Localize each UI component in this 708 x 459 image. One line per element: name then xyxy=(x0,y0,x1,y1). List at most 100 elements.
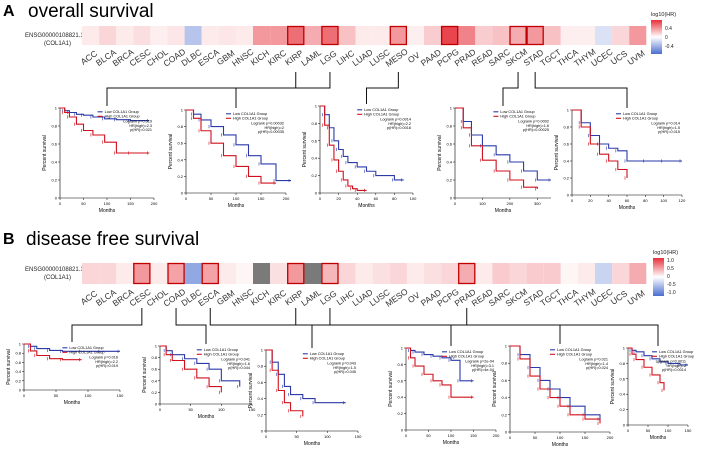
heatmap-cell-b-ov xyxy=(406,263,424,284)
x-tick-label-a-stad: 60 xyxy=(625,198,630,203)
x-tick-label-b-esca: 0 xyxy=(265,434,268,439)
stats-text-b-prad: p(HR)=0.0014 xyxy=(662,368,686,372)
x-tick-label-a-skcm: 300 xyxy=(534,201,541,206)
km-plot-a-kirp: 0 0.2 0.4 0.6 0.8 1 0 50 100 150 200 Months Percent … xyxy=(42,106,158,215)
y-tick-label-b-kirp: 0.8 xyxy=(397,362,403,367)
y-tick-label-b-lgg: 0.8 xyxy=(501,361,507,366)
colorbar-tick-b-3: -0.5 xyxy=(667,282,676,288)
connector-b-coad xyxy=(175,308,207,344)
heatmap-cell-a-tgct xyxy=(543,26,561,45)
y-tick-label-b-coad: 0.4 xyxy=(151,378,157,383)
y-tick-label-a-lgg: 0.6 xyxy=(177,141,183,146)
x-tick-label-b-kirp: 150 xyxy=(470,433,477,438)
y-tick-label-b-prad: 0.2 xyxy=(619,407,625,412)
x-tick-label-a-stad: 80 xyxy=(643,198,648,203)
y-tick-label-a-skcm: 0.4 xyxy=(446,160,452,165)
highlight-box-b-lgg xyxy=(321,262,339,285)
heatmap-cell-a-ucs xyxy=(612,26,630,45)
y-tick-label-b-esca: 0.4 xyxy=(257,396,263,401)
x-tick-label-b-prad: 0 xyxy=(627,428,630,433)
heatmap-cell-b-uvm xyxy=(629,263,647,284)
x-tick-label-a-lgg: 150 xyxy=(258,196,265,201)
x-tick-label-b-prad: 150 xyxy=(685,428,692,433)
legend-low-a-stad: Low COL1A1 Group xyxy=(623,112,657,116)
y-tick-label-b-esca: 1 xyxy=(261,348,264,353)
heatmap-cell-b-ucec xyxy=(595,263,613,284)
y-tick-label-b-cesc: 1 xyxy=(19,342,22,347)
x-tick-label-a-lgg: 200 xyxy=(283,196,290,201)
x-tick-label-b-coad: 100 xyxy=(218,407,225,412)
stats-text-a-lgg: Logrank p=0.00032 xyxy=(251,122,284,126)
cancer-labels-overall-survival: ACCBLCABRCACESCCHOLCOADDLBCESCAGBMHNSCKI… xyxy=(79,46,647,69)
x-tick-label-b-kirp: 0 xyxy=(405,433,408,438)
panel-letter-b: B xyxy=(3,231,15,248)
y-tick-label-b-cesc: 0.2 xyxy=(15,378,21,383)
heatmap-cell-b-tgct xyxy=(543,263,561,284)
y-tick-label-b-esca: 0.2 xyxy=(257,412,263,417)
y-tick-label-b-lgg: 0.2 xyxy=(501,412,507,417)
x-tick-label-b-esca: 50 xyxy=(294,434,299,439)
stats-text-a-skcm: p(HR)=0.00025 xyxy=(523,128,549,132)
heatmap-cell-b-hnsc xyxy=(235,263,253,284)
stats-text-a-stad: HR(high)=1.5 xyxy=(657,126,680,130)
x-axis-label-a-meso: Months xyxy=(358,203,375,209)
stats-text-b-esca: HR(high)=1.5 xyxy=(333,366,356,370)
colorbar-gradient-a xyxy=(651,20,662,54)
gene-id-a: ENSG00000108821.13 xyxy=(25,33,88,39)
y-tick-label-b-cesc: 0 xyxy=(19,388,22,393)
legend-low-b-esca: Low COL1A1 Group xyxy=(310,352,344,356)
km-plot-b-lgg: 0 0.2 0.4 0.6 0.8 1 0 50 100 150 200 Months Percent … xyxy=(492,344,614,449)
legend-high-a-lgg: High COL1A1 Group xyxy=(233,117,268,121)
panel-title-b: disease free survival xyxy=(26,229,199,250)
y-tick-label-b-prad: 0 xyxy=(623,423,626,428)
x-tick-label-b-cesc: 50 xyxy=(54,393,59,398)
y-tick-label-b-prad: 0.8 xyxy=(619,361,625,366)
panel-letter-a: A xyxy=(3,3,15,20)
colorbar-tick-a-1: 0 xyxy=(665,35,668,41)
km-curve-high-b-coad xyxy=(160,345,222,393)
stats-text-b-kirp: HR(high)=3.1 xyxy=(471,364,494,368)
y-tick-label-b-kirp: 0.2 xyxy=(397,411,403,416)
y-tick-label-b-cesc: 0.6 xyxy=(15,360,21,365)
legend-high-b-coad: High COL1A1 Group xyxy=(204,353,239,357)
legend-low-b-kirp: Low COL1A1 Group xyxy=(449,350,483,354)
stats-text-a-lgg: p(HR)=0.00035 xyxy=(258,130,284,134)
stats-text-b-cesc: HR(high)=2.2 xyxy=(95,360,118,364)
x-tick-label-a-kirp: 150 xyxy=(127,201,134,206)
y-tick-label-a-stad: 0.8 xyxy=(563,125,569,130)
km-plot-b-kirp: 0 0.2 0.4 0.6 0.8 1 0 50 100 150 200 Months Percent … xyxy=(388,346,500,447)
colorbar-tick-a-0: 0.4 xyxy=(665,26,672,32)
highlight-box-b-esca xyxy=(201,262,219,285)
km-curve-low-a-stad xyxy=(572,109,682,162)
stats-text-b-esca: p(HR)=0.045 xyxy=(334,370,356,374)
y-tick-label-a-lgg: 0.2 xyxy=(177,174,183,179)
heatmap-cell-a-uvm xyxy=(629,26,647,45)
y-tick-label-b-kirp: 0.4 xyxy=(397,395,403,400)
km-plot-b-coad: 0 0.2 0.4 0.6 0.8 1 0 50 100 150 Months Percent sur… xyxy=(142,344,256,421)
heatmap-cell-b-cesc xyxy=(133,263,151,284)
x-tick-label-b-esca: 100 xyxy=(324,434,331,439)
gene-id-b: ENSG00000108821.13 xyxy=(25,267,88,273)
colorbar-b: log10(HR) 1.0 0.5 0 -0.5 -1.0 xyxy=(653,250,678,296)
x-tick-label-b-kirp: 50 xyxy=(426,433,431,438)
x-tick-label-a-stad: 120 xyxy=(679,198,686,203)
km-curve-high-b-lgg xyxy=(510,345,601,424)
highlight-box-a-stad xyxy=(526,25,544,46)
colorbar-title-a: log10(HR) xyxy=(651,12,676,18)
colorbar-a: log10(HR) 0.4 0 -0.4 xyxy=(651,12,676,54)
stats-text-b-lgg: Logrank p=0.021 xyxy=(579,358,608,362)
x-tick-label-b-lgg: 150 xyxy=(582,435,589,440)
heatmap-cell-b-dlbc xyxy=(184,263,202,284)
x-axis-label-b-lgg: Months xyxy=(552,442,569,448)
x-axis-label-b-kirp: Months xyxy=(443,440,460,446)
colorbar-title-b: log10(HR) xyxy=(653,250,678,256)
km-plot-b-esca: 0 0.2 0.4 0.6 0.8 1 0 50 100 150 Months Percent sur… xyxy=(248,348,362,448)
x-tick-label-b-esca: 150 xyxy=(355,434,362,439)
heatmap-cell-b-esca xyxy=(201,263,219,284)
x-axis-label-b-esca: Months xyxy=(304,441,321,447)
heatmap-cell-a-skcm xyxy=(509,26,527,45)
heatmap-cell-a-esca xyxy=(201,26,219,45)
highlight-box-b-prad xyxy=(458,262,476,285)
y-tick-label-a-stad: 0.4 xyxy=(563,159,569,164)
y-axis-label-a-meso: Percent survival xyxy=(302,132,308,168)
